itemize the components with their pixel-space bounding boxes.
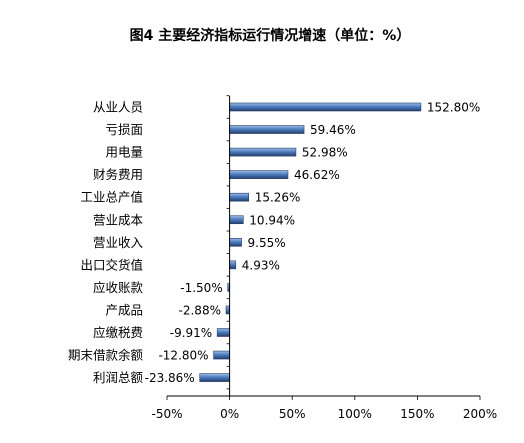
category-label-7: 出口交货值	[80, 257, 143, 272]
x-tick-label-0: -50%	[151, 407, 182, 421]
bar-12	[199, 373, 230, 382]
category-label-4: 工业总产值	[80, 190, 143, 205]
category-label-0: 从业人员	[93, 100, 143, 115]
data-label-0: 152.80%	[427, 101, 480, 115]
data-label-5: 10.94%	[249, 213, 295, 227]
x-tick-label-1: 0%	[220, 407, 239, 421]
data-label-4: 15.26%	[255, 191, 301, 205]
bar-7	[229, 260, 237, 270]
data-label-10: -9.91%	[170, 326, 212, 340]
data-label-6: 9.55%	[248, 236, 286, 250]
data-label-1: 59.46%	[310, 123, 356, 137]
category-label-1: 亏损面	[105, 122, 143, 137]
bar-3	[229, 170, 289, 179]
labels-layer: 从业人员 152.80% 亏损面 59.46% 用电量 52.98% 财务费用 46.62% 工…	[68, 100, 497, 422]
x-tick-label-2: 50%	[279, 407, 306, 421]
category-label-11: 期末借款余额	[68, 348, 144, 363]
category-label-9: 产成品	[105, 302, 143, 317]
bar-11	[213, 350, 230, 360]
category-label-12: 利润总额	[93, 370, 144, 385]
bar-10	[216, 328, 230, 337]
x-tick-label-4: 150%	[400, 407, 434, 421]
data-label-3: 46.62%	[294, 168, 340, 182]
bar-1	[229, 125, 305, 134]
category-label-2: 用电量	[105, 145, 143, 160]
data-label-9: -2.88%	[179, 303, 221, 317]
axis-layer	[166, 95, 481, 400]
chart-title: 图4 主要经济指标运行情况增速（单位：%）	[130, 27, 411, 44]
bar-2	[229, 147, 297, 157]
category-label-6: 营业收入	[93, 235, 144, 250]
bar-5	[229, 215, 244, 225]
bar-6	[229, 238, 242, 247]
bar-4	[229, 192, 250, 202]
category-label-5: 营业成本	[93, 212, 144, 227]
data-label-7: 4.93%	[242, 258, 280, 272]
data-label-2: 52.98%	[302, 146, 348, 160]
category-label-3: 财务费用	[93, 167, 143, 182]
bar-0	[229, 102, 422, 112]
bar-9	[225, 305, 230, 315]
bars-layer	[199, 102, 422, 382]
data-label-11: -12.80%	[158, 349, 208, 363]
data-label-8: -1.50%	[180, 281, 222, 295]
data-label-12: -23.86%	[145, 371, 195, 385]
category-label-10: 应缴税费	[93, 325, 143, 340]
x-tick-label-5: 200%	[463, 407, 497, 421]
category-label-8: 应收账款	[93, 280, 144, 295]
x-tick-label-3: 100%	[338, 407, 372, 421]
